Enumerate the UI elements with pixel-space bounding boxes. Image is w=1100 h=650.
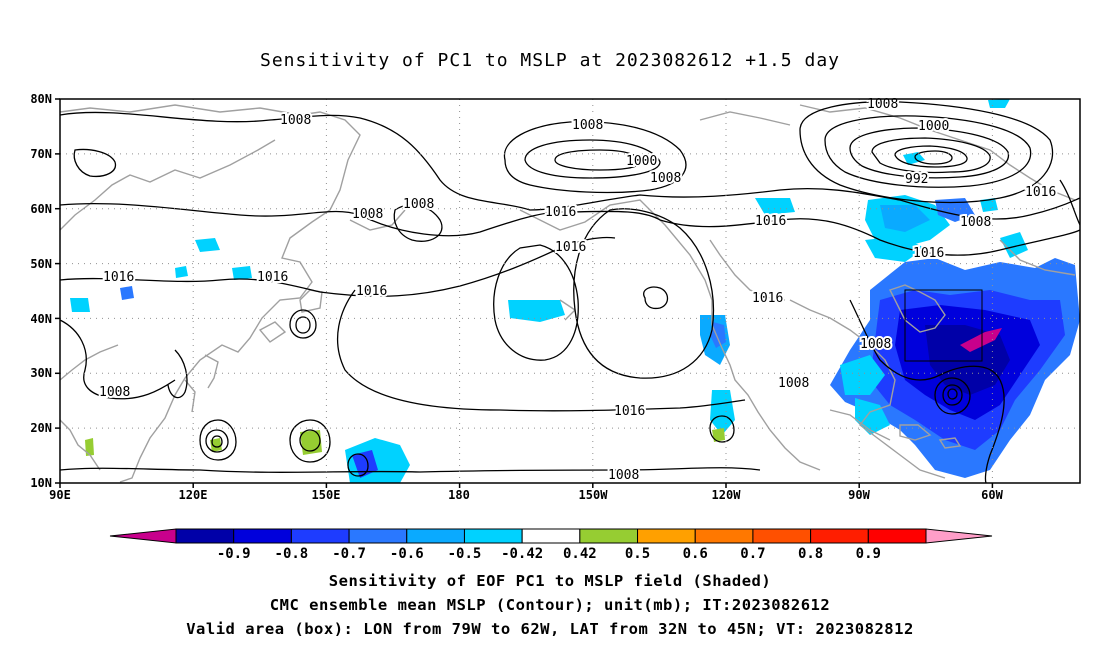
contour-label: 992 (905, 172, 928, 187)
contour-label: 1000 (918, 119, 949, 134)
colorbar-segment (752, 528, 812, 544)
lon-label: 150W (579, 488, 609, 502)
contour-label: 1008 (778, 376, 809, 391)
lat-label: 30N (30, 366, 52, 380)
contour-label: 1008 (860, 337, 891, 352)
contour-label: 1008 (608, 468, 639, 483)
colorbar-segment (810, 528, 869, 544)
lon-axis: 90E 120E 150E 180 150W 120W 90W 60W (49, 488, 1003, 502)
colorbar-segment (579, 528, 639, 544)
lat-label: 60N (30, 202, 52, 216)
colorbar-label: 0.42 (563, 546, 597, 560)
contour-label: 1016 (103, 270, 134, 285)
contour-label: 1000 (626, 154, 657, 169)
lon-label: 60W (981, 488, 1003, 502)
lon-label: 120W (712, 488, 742, 502)
map-frame (59, 98, 1081, 484)
grid (60, 99, 1080, 483)
colorbar-segment (290, 528, 350, 544)
valid-area-box (904, 289, 983, 362)
contour-label: 1016 (913, 246, 944, 261)
contour-label: 1008 (650, 171, 681, 186)
map-title: Sensitivity of PC1 to MSLP at 2023082612… (259, 50, 840, 71)
colorbar-segment (637, 528, 696, 544)
lon-label: 150E (312, 488, 341, 502)
lon-label: 90E (49, 488, 71, 502)
colorbar-label: -0.8 (275, 546, 309, 560)
lon-label: 180 (448, 488, 470, 502)
contour-label: 1008 (280, 113, 311, 128)
contour-label: 1016 (752, 291, 783, 306)
colorbar-segment (233, 528, 292, 544)
colorbar-label: -0.6 (390, 546, 424, 560)
lat-label: 10N (30, 476, 52, 490)
colorbar-segment (348, 528, 408, 544)
colorbar-segment (463, 528, 523, 544)
sensitivity-map: 1008 1008 1008 1008 1000 992 1016 1008 1… (30, 92, 1081, 560)
colorbar-segment (521, 528, 581, 544)
lon-label: 120E (179, 488, 208, 502)
contour-label: 1016 (555, 240, 586, 255)
lat-label: 50N (30, 257, 52, 271)
mslp-contours (60, 101, 1080, 483)
colorbar-label: -0.9 (217, 546, 251, 560)
contour-label: 1008 (960, 215, 991, 230)
colorbar-low-arrow (109, 528, 177, 544)
contour-label: 1016 (755, 214, 786, 229)
colorbar: -0.9 -0.8 -0.7 -0.6 -0.5 -0.42 0.42 0.5 0.6 0.7 0.… (109, 528, 993, 560)
contour-label: 1008 (99, 385, 130, 400)
lat-label: 70N (30, 147, 52, 161)
contour-label: 1008 (403, 197, 434, 212)
contour-label: 1008 (352, 207, 383, 222)
lat-label: 20N (30, 421, 52, 435)
caption-line-3: Valid area (box): LON from 79W to 62W, L… (186, 620, 914, 638)
colorbar-label: 0.6 (683, 546, 708, 560)
contour-label: 1016 (545, 205, 576, 220)
colorbar-label: 0.5 (625, 546, 650, 560)
contour-label: 1016 (356, 284, 387, 299)
caption-line-2: CMC ensemble mean MSLP (Contour); unit(m… (269, 596, 831, 614)
colorbar-label: -0.5 (448, 546, 482, 560)
caption-line-1: Sensitivity of EOF PC1 to MSLP field (Sh… (328, 572, 772, 590)
colorbar-segment (867, 528, 927, 544)
colorbar-high-arrow (925, 528, 993, 544)
contour-label: 1008 (572, 118, 603, 133)
colorbar-label: -0.7 (332, 546, 366, 560)
colorbar-label: -0.42 (501, 546, 543, 560)
colorbar-segment (406, 528, 465, 544)
lat-axis: 80N 70N 60N 50N 40N 30N 20N 10N (30, 92, 52, 490)
lat-label: 40N (30, 312, 52, 326)
contour-labels: 1008 1008 1008 1008 1000 992 1016 1008 1… (97, 95, 1058, 485)
colorbar-label: 0.8 (798, 546, 823, 560)
shading-layer (70, 99, 1080, 483)
contour-label: 1016 (1025, 185, 1056, 200)
colorbar-segment (694, 528, 754, 544)
colorbar-segment (175, 528, 235, 544)
colorbar-label: 0.7 (740, 546, 765, 560)
contour-label: 1016 (257, 270, 288, 285)
contour-label-1016: 1016 (614, 404, 645, 419)
colorbar-label: 0.9 (856, 546, 881, 560)
lon-label: 90W (848, 488, 870, 502)
lat-label: 80N (30, 92, 52, 106)
